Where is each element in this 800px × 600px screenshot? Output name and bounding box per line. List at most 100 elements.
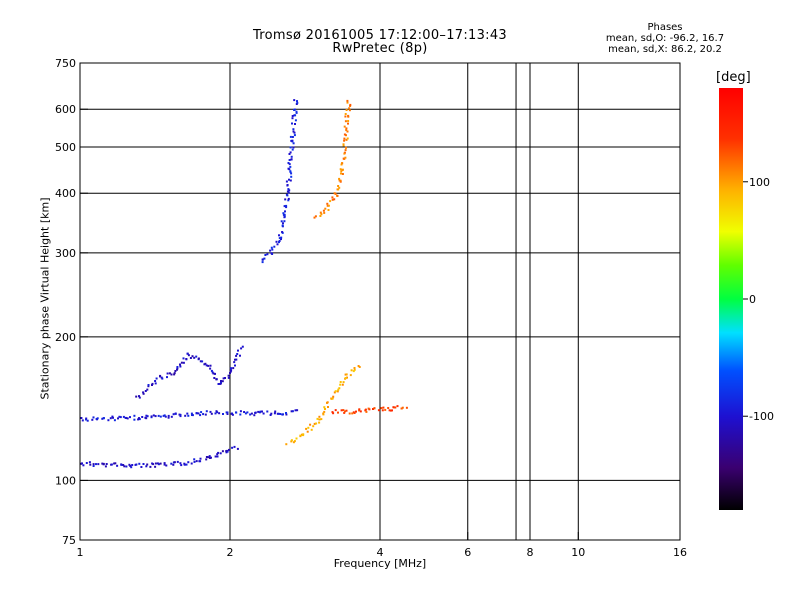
- data-point: [118, 415, 121, 418]
- data-point: [293, 108, 296, 111]
- data-point: [273, 245, 276, 248]
- data-point: [286, 184, 289, 186]
- data-point: [349, 105, 352, 107]
- data-point: [293, 131, 296, 134]
- data-point: [294, 114, 297, 117]
- data-point: [296, 100, 298, 103]
- data-point: [292, 146, 295, 149]
- data-point: [89, 463, 92, 466]
- data-point: [229, 370, 232, 373]
- data-point: [179, 415, 182, 418]
- data-point: [294, 123, 296, 125]
- data-point: [345, 109, 348, 111]
- data-point: [289, 146, 292, 149]
- data-point: [341, 162, 344, 165]
- data-point: [173, 372, 176, 375]
- data-point: [392, 406, 395, 409]
- data-point: [111, 415, 114, 418]
- data-point: [401, 406, 404, 409]
- data-point: [147, 384, 150, 386]
- data-point: [119, 416, 122, 419]
- data-point: [234, 358, 236, 361]
- data-point: [264, 254, 267, 256]
- data-point: [291, 117, 294, 120]
- data-point: [291, 140, 294, 143]
- data-point: [137, 418, 140, 421]
- y-tick-label: 75: [62, 534, 76, 547]
- data-point: [210, 456, 212, 459]
- data-point: [170, 415, 173, 418]
- data-point: [239, 410, 242, 413]
- data-point: [183, 463, 186, 466]
- data-point: [125, 465, 128, 468]
- data-point: [305, 427, 308, 430]
- data-point: [285, 180, 288, 183]
- data-point: [81, 462, 83, 465]
- data-point: [195, 412, 198, 415]
- data-point: [266, 410, 269, 413]
- data-point: [225, 450, 228, 453]
- data-point: [389, 409, 392, 412]
- data-point: [364, 408, 367, 411]
- data-point: [199, 460, 202, 463]
- data-point: [154, 465, 157, 468]
- data-point: [233, 361, 236, 364]
- data-point: [204, 362, 207, 365]
- data-point: [352, 370, 355, 373]
- data-point: [236, 447, 239, 450]
- data-point: [229, 372, 231, 374]
- data-point: [231, 413, 234, 416]
- data-point: [344, 120, 347, 123]
- data-point: [122, 415, 125, 418]
- data-point: [220, 380, 222, 382]
- data-point: [141, 416, 144, 418]
- data-point: [346, 130, 349, 133]
- data-point: [291, 148, 294, 151]
- data-point: [154, 382, 157, 385]
- data-point: [159, 462, 162, 465]
- data-point: [230, 367, 233, 370]
- data-point: [332, 412, 335, 415]
- data-point: [280, 220, 283, 223]
- data-point: [161, 377, 164, 380]
- data-point: [330, 397, 333, 400]
- data-point: [270, 252, 273, 255]
- data-point: [337, 388, 340, 391]
- data-point: [373, 407, 376, 410]
- data-point: [159, 415, 162, 418]
- data-point: [302, 433, 305, 436]
- data-point: [197, 412, 200, 415]
- data-point: [290, 175, 293, 178]
- data-point: [179, 365, 182, 368]
- data-point: [338, 186, 341, 189]
- data-point: [285, 204, 288, 207]
- data-point: [146, 415, 149, 418]
- data-point: [323, 410, 326, 413]
- colorbar-tick-label: 0: [749, 293, 756, 306]
- data-point: [261, 258, 264, 261]
- data-point: [174, 370, 177, 372]
- data-point: [331, 397, 334, 400]
- data-point: [262, 412, 265, 415]
- data-point: [283, 216, 286, 219]
- data-point: [236, 353, 239, 355]
- data-point: [204, 413, 207, 416]
- x-tick-label: 16: [673, 546, 687, 559]
- data-point: [157, 414, 160, 417]
- colorbar: [719, 88, 743, 510]
- data-point: [239, 413, 242, 416]
- data-point: [331, 411, 334, 414]
- data-point: [176, 460, 179, 463]
- data-point: [190, 412, 193, 415]
- data-point: [342, 381, 345, 384]
- axis-ticks: 1 2 4 6 8 10 16 75 100 200 300 400 500 600 750: [55, 57, 687, 559]
- data-point: [163, 463, 166, 466]
- data-point: [222, 413, 224, 415]
- data-point: [292, 142, 295, 145]
- data-point: [343, 133, 346, 136]
- data-point: [189, 357, 192, 359]
- data-point: [273, 412, 276, 415]
- data-point: [288, 159, 291, 161]
- data-point: [193, 460, 196, 463]
- phases-stats-title: Phases: [647, 22, 683, 33]
